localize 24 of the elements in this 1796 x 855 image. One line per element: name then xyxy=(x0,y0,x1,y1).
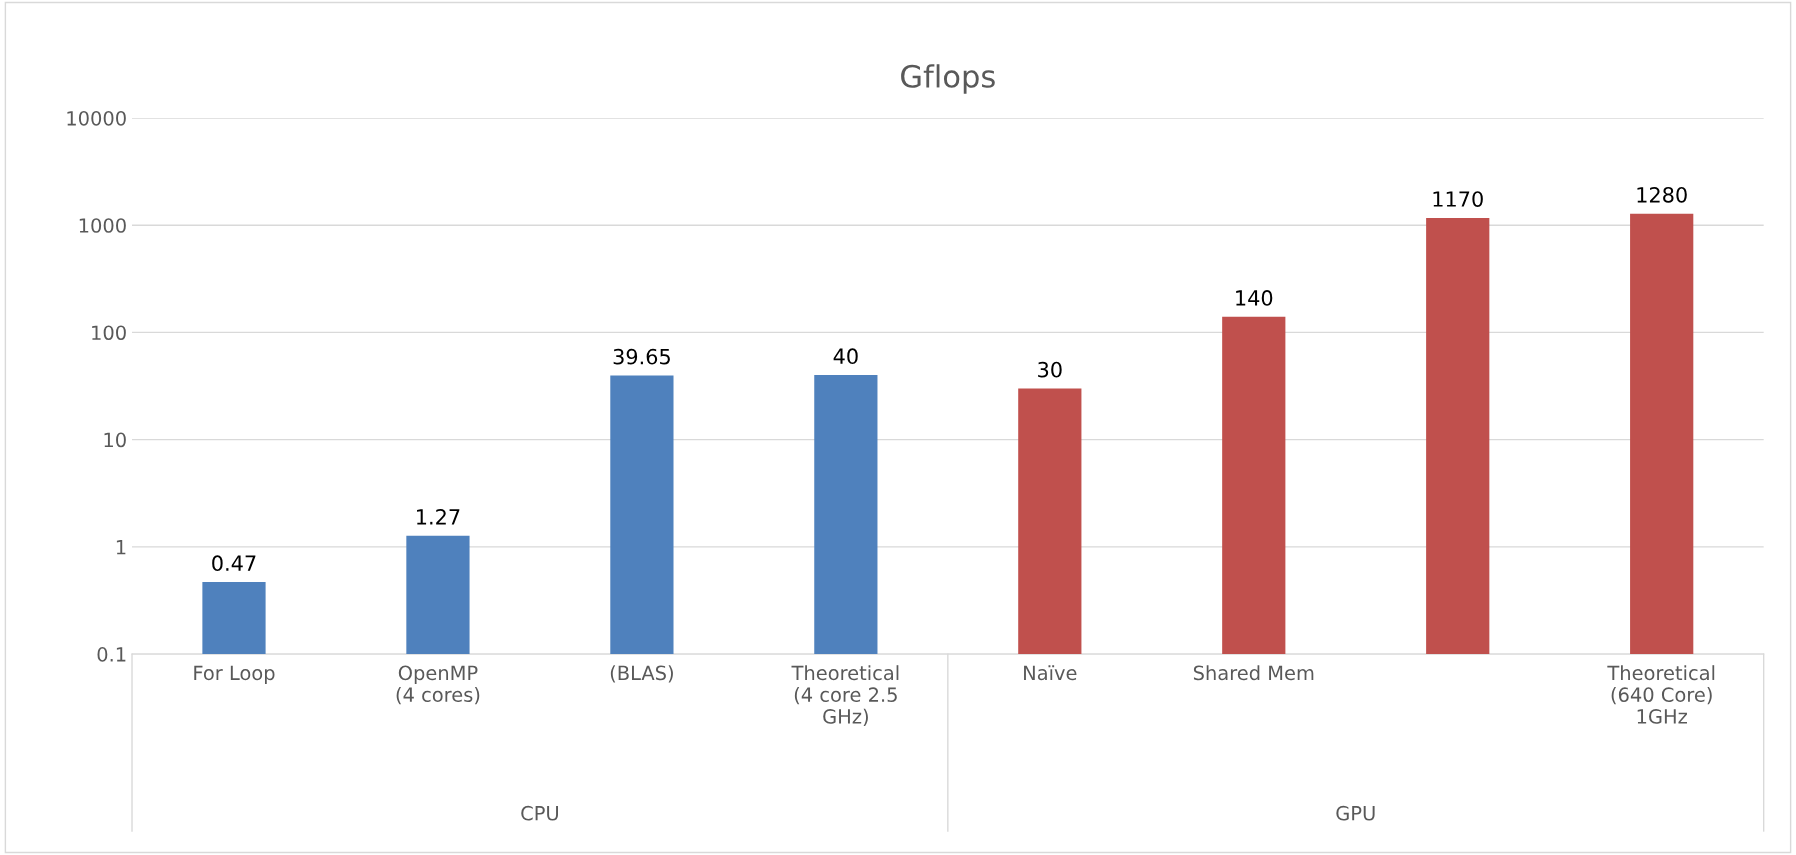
x-tick-label: Naïve xyxy=(1024,665,1077,681)
text: CPU xyxy=(521,805,558,821)
x-tick-label: Theoretical (4 core 2.5 GHz) xyxy=(791,665,899,727)
data-label: 140 xyxy=(1236,290,1273,306)
data-label: 1280 xyxy=(1637,186,1687,203)
y-tick-label: 1 xyxy=(116,540,126,555)
x-tick-label: (BLAS) xyxy=(610,665,673,683)
x-tick-label: OpenMP (4 cores) xyxy=(396,665,480,705)
data-label: 1170 xyxy=(1433,191,1483,207)
x-tick-label: Theoretical (640 Core) 1GHz xyxy=(1607,665,1715,724)
data-label: 30 xyxy=(1038,361,1062,378)
y-tick-label: 0.1 xyxy=(97,647,126,662)
text: GPU xyxy=(1336,805,1375,821)
y-tick-label: 1000 xyxy=(79,218,126,233)
data-label: 0.47 xyxy=(212,555,256,572)
data-label: 39.65 xyxy=(613,348,670,365)
x-tick-label: Shared Mem xyxy=(1193,665,1314,681)
data-label: 40 xyxy=(833,348,858,365)
y-tick-label: 10000 xyxy=(67,110,126,126)
y-tick-label: 10 xyxy=(104,432,126,448)
y-tick-label: 100 xyxy=(92,325,126,341)
x-tick-label: For Loop xyxy=(194,665,275,684)
chart-title: Gflops xyxy=(901,64,995,94)
data-label: 1.27 xyxy=(417,508,460,525)
